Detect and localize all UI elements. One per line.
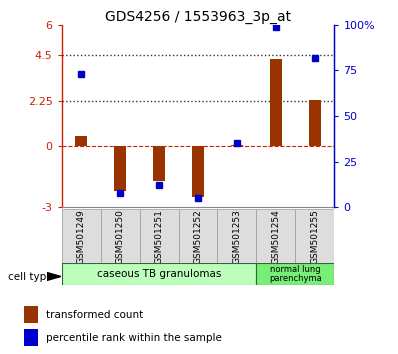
Text: GSM501249: GSM501249 xyxy=(77,209,86,264)
Bar xyxy=(179,209,217,264)
Bar xyxy=(101,209,140,264)
Polygon shape xyxy=(47,273,61,280)
Bar xyxy=(75,136,87,146)
Bar xyxy=(231,145,243,146)
Title: GDS4256 / 1553963_3p_at: GDS4256 / 1553963_3p_at xyxy=(105,10,291,24)
Bar xyxy=(153,146,165,181)
Text: percentile rank within the sample: percentile rank within the sample xyxy=(45,333,221,343)
Text: cell type: cell type xyxy=(8,272,53,282)
Bar xyxy=(295,209,334,264)
Bar xyxy=(23,329,38,347)
Bar xyxy=(23,306,38,323)
Bar xyxy=(217,209,256,264)
Bar xyxy=(309,100,321,146)
Text: GSM501252: GSM501252 xyxy=(193,209,203,264)
Text: GSM501250: GSM501250 xyxy=(115,209,125,264)
Bar xyxy=(192,146,204,197)
Bar xyxy=(62,263,256,285)
Text: GSM501251: GSM501251 xyxy=(154,209,164,264)
Bar xyxy=(270,59,282,146)
Text: GSM501254: GSM501254 xyxy=(271,209,281,264)
Text: GSM501253: GSM501253 xyxy=(232,209,242,264)
Bar xyxy=(140,209,179,264)
Text: GSM501255: GSM501255 xyxy=(310,209,319,264)
Text: normal lung
parenchyma: normal lung parenchyma xyxy=(269,265,322,283)
Bar xyxy=(114,146,126,191)
Text: caseous TB granulomas: caseous TB granulomas xyxy=(97,269,221,279)
Bar xyxy=(62,209,101,264)
Text: transformed count: transformed count xyxy=(45,309,143,320)
Bar xyxy=(256,209,295,264)
Bar xyxy=(256,263,334,285)
